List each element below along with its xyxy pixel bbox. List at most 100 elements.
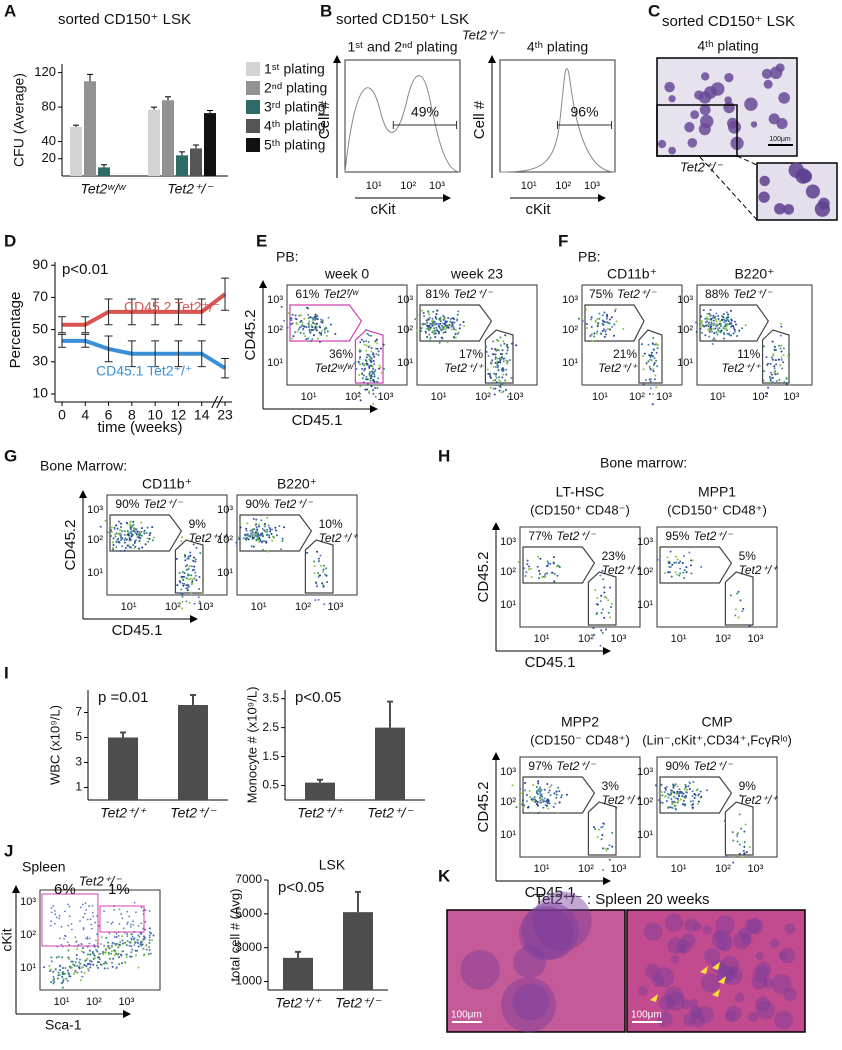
label: Cell # bbox=[471, 100, 488, 139]
event bbox=[535, 785, 538, 788]
event bbox=[605, 315, 608, 318]
event bbox=[87, 969, 90, 972]
gate bbox=[659, 776, 733, 814]
event bbox=[605, 596, 608, 599]
event bbox=[439, 320, 442, 323]
event bbox=[428, 338, 431, 341]
event bbox=[132, 544, 135, 547]
event bbox=[369, 379, 372, 382]
event bbox=[643, 352, 646, 355]
event bbox=[367, 340, 370, 343]
event bbox=[527, 568, 530, 571]
event bbox=[692, 799, 695, 802]
event bbox=[701, 324, 704, 327]
event bbox=[521, 799, 524, 802]
event bbox=[376, 347, 379, 350]
gate-label: Tet2⁺/⁺ bbox=[739, 563, 780, 577]
event bbox=[493, 372, 496, 375]
event bbox=[611, 325, 614, 328]
event bbox=[294, 317, 297, 320]
event bbox=[744, 823, 747, 826]
event bbox=[596, 597, 599, 600]
x-tick-label: 10 bbox=[147, 407, 163, 423]
error-bar bbox=[207, 110, 213, 114]
event bbox=[431, 319, 434, 322]
event bbox=[317, 557, 320, 560]
event bbox=[673, 561, 676, 564]
event bbox=[365, 349, 368, 352]
event bbox=[57, 974, 60, 977]
event bbox=[553, 580, 556, 583]
event bbox=[115, 932, 118, 935]
y-tick-label: 10¹ bbox=[677, 357, 693, 369]
event bbox=[366, 332, 369, 335]
event bbox=[676, 801, 679, 804]
legend-label: 4ᵗʰ plating bbox=[264, 118, 325, 134]
event bbox=[669, 550, 672, 553]
event bbox=[538, 572, 541, 575]
event bbox=[115, 524, 118, 527]
event bbox=[133, 944, 136, 947]
gate bbox=[724, 571, 754, 626]
event bbox=[670, 798, 673, 801]
event bbox=[665, 785, 668, 788]
event bbox=[734, 614, 737, 617]
event bbox=[132, 523, 135, 526]
x-tick-label: 10² bbox=[715, 633, 731, 645]
event bbox=[503, 342, 506, 345]
x-tick-label: 10³ bbox=[327, 601, 343, 613]
event bbox=[126, 544, 129, 547]
label: time (weeks) bbox=[97, 419, 182, 436]
tissue bbox=[783, 987, 797, 1002]
event bbox=[504, 334, 507, 337]
event bbox=[499, 344, 502, 347]
event bbox=[362, 374, 365, 377]
x-tick-label: 10³ bbox=[656, 391, 672, 403]
cell bbox=[761, 68, 773, 79]
event bbox=[82, 928, 85, 931]
event bbox=[593, 335, 596, 338]
event bbox=[597, 828, 600, 831]
event bbox=[669, 793, 672, 796]
event bbox=[312, 334, 315, 337]
event bbox=[522, 806, 525, 809]
event bbox=[533, 796, 536, 799]
event bbox=[498, 376, 501, 379]
event bbox=[486, 368, 489, 371]
x-tick-label: 10³ bbox=[747, 863, 763, 875]
error-bar bbox=[151, 106, 157, 110]
plot-frame bbox=[656, 756, 778, 858]
event bbox=[540, 793, 543, 796]
legend-swatch bbox=[246, 100, 260, 114]
y-tick-label: 10 bbox=[32, 385, 48, 401]
event bbox=[721, 315, 724, 318]
gate-label: 9% bbox=[739, 779, 757, 793]
event bbox=[672, 786, 675, 789]
y-tick-label: 1 bbox=[75, 780, 82, 794]
event bbox=[185, 600, 188, 603]
event bbox=[539, 792, 542, 795]
event bbox=[650, 359, 653, 362]
tissue bbox=[756, 1000, 775, 1020]
event bbox=[113, 954, 116, 957]
event bbox=[187, 568, 190, 571]
event bbox=[267, 550, 270, 553]
event bbox=[99, 963, 102, 966]
event bbox=[319, 574, 322, 577]
x-tick-label: 10² bbox=[752, 391, 768, 403]
event bbox=[709, 308, 712, 311]
label: LSK bbox=[319, 857, 346, 873]
event bbox=[148, 927, 151, 930]
event bbox=[506, 349, 509, 352]
x-tick-label: Tet2⁺/⁻ bbox=[335, 995, 382, 1011]
percent: 75% bbox=[589, 287, 613, 301]
y-tick-label: 10¹ bbox=[397, 357, 413, 369]
event bbox=[558, 565, 561, 568]
event bbox=[649, 380, 652, 383]
y-tick-label: 5000 bbox=[235, 906, 262, 920]
event bbox=[499, 356, 502, 359]
event bbox=[546, 799, 549, 802]
event bbox=[295, 322, 298, 325]
y-tick-label: 90 bbox=[32, 256, 48, 272]
error-bar bbox=[127, 298, 136, 326]
